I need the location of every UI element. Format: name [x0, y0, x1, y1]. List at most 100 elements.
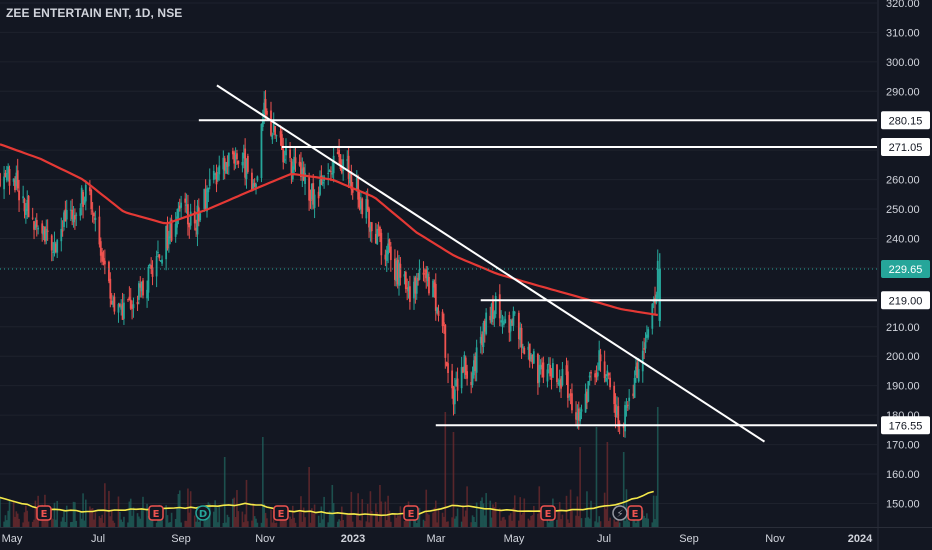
- candle-body: [207, 187, 210, 193]
- candle-body: [520, 327, 523, 348]
- candle-body: [413, 281, 415, 299]
- candle-body: [54, 243, 57, 253]
- candle-body: [351, 188, 354, 193]
- volume-bar: [72, 501, 75, 527]
- volume-bar: [136, 513, 139, 527]
- candle-body: [157, 252, 159, 254]
- x-tick-label: Sep: [679, 533, 699, 545]
- volume-bar: [215, 507, 218, 527]
- candle-body: [108, 261, 110, 282]
- volume-bar: [464, 510, 467, 527]
- volume-bar: [530, 516, 532, 527]
- candle-body: [595, 373, 598, 378]
- candle-body: [82, 192, 84, 207]
- candle-body: [53, 242, 56, 253]
- volume-bar: [455, 516, 458, 527]
- volume-bar: [595, 427, 598, 527]
- candle-body: [256, 176, 259, 181]
- candle-body: [599, 354, 602, 362]
- candle-body: [236, 153, 238, 160]
- volume-bar: [283, 518, 286, 527]
- volume-bar: [274, 522, 276, 527]
- volume-bar: [14, 516, 16, 527]
- volume-bar: [617, 519, 620, 527]
- candle-body: [365, 199, 368, 219]
- candle-body: [263, 102, 266, 118]
- volume-bar: [75, 520, 78, 527]
- volume-bar: [23, 512, 26, 527]
- volume-bar: [252, 503, 255, 527]
- candle-body: [165, 225, 168, 260]
- y-tick-label: 310.00: [886, 27, 920, 39]
- volume-bar: [113, 522, 116, 527]
- volume-bar: [441, 512, 444, 527]
- candle-body: [512, 311, 515, 326]
- volume-bar: [571, 510, 573, 527]
- candle-body: [308, 177, 311, 201]
- candle-body: [425, 269, 428, 279]
- event-marker-earnings: E: [148, 505, 164, 521]
- volume-bar: [652, 495, 655, 527]
- candle-body: [16, 170, 19, 189]
- candle-body: [473, 360, 475, 376]
- candle-body: [624, 405, 626, 432]
- candle-body: [214, 173, 217, 175]
- candle-body: [110, 300, 113, 305]
- candle-body: [233, 152, 236, 164]
- event-marker-badge: [612, 505, 628, 521]
- candle-body: [404, 272, 407, 290]
- volume-bar: [80, 518, 83, 527]
- volume-bar: [366, 503, 369, 527]
- event-marker-split: ⚡: [612, 505, 628, 521]
- y-tick-label: 290.00: [886, 86, 920, 98]
- candle-body: [580, 409, 583, 412]
- volume-bar: [346, 514, 349, 527]
- volume-bar: [520, 514, 523, 527]
- candle-body: [321, 181, 324, 184]
- candle-body: [138, 283, 140, 300]
- volume-bar: [387, 495, 389, 527]
- event-marker-earnings: E: [540, 505, 556, 521]
- candle-body: [242, 152, 245, 159]
- volume-bar: [56, 500, 58, 527]
- candle-body: [340, 165, 343, 173]
- candle-body: [414, 277, 417, 294]
- volume-bar: [512, 507, 515, 527]
- volume-bar: [519, 497, 522, 527]
- volume-bar: [142, 496, 144, 527]
- volume-bar: [264, 512, 267, 527]
- volume-bar: [628, 521, 630, 527]
- volume-bar: [7, 510, 9, 527]
- level-price-label-bg: [881, 111, 930, 130]
- volume-bar: [508, 515, 511, 527]
- candle-body: [223, 158, 226, 171]
- candle-body: [339, 154, 342, 169]
- level-price-label-text: 176.55: [889, 420, 923, 432]
- volume-bar: [625, 489, 628, 527]
- volume-bar: [213, 511, 215, 527]
- candle-body: [147, 266, 150, 293]
- volume-bar: [643, 515, 645, 527]
- candle-body: [253, 182, 256, 187]
- candle-body: [260, 123, 263, 179]
- volume-bar: [330, 512, 332, 527]
- y-tick-label: 320.00: [886, 0, 920, 10]
- volume-bar: [101, 514, 103, 527]
- volume-bar: [311, 508, 313, 527]
- candle-body: [557, 382, 560, 384]
- candle-body: [37, 227, 40, 230]
- candle-body: [532, 351, 535, 364]
- candle-body: [290, 161, 293, 176]
- candle-body: [418, 269, 421, 280]
- candle-body: [266, 110, 268, 115]
- volume-bar: [232, 498, 234, 527]
- volume-bar: [222, 522, 225, 527]
- x-tick-label: Mar: [427, 533, 446, 545]
- volume-bar: [432, 512, 434, 527]
- volume-bar: [609, 517, 611, 527]
- candle-body: [492, 299, 494, 319]
- volume-bar: [110, 509, 113, 527]
- volume-bar: [119, 511, 121, 527]
